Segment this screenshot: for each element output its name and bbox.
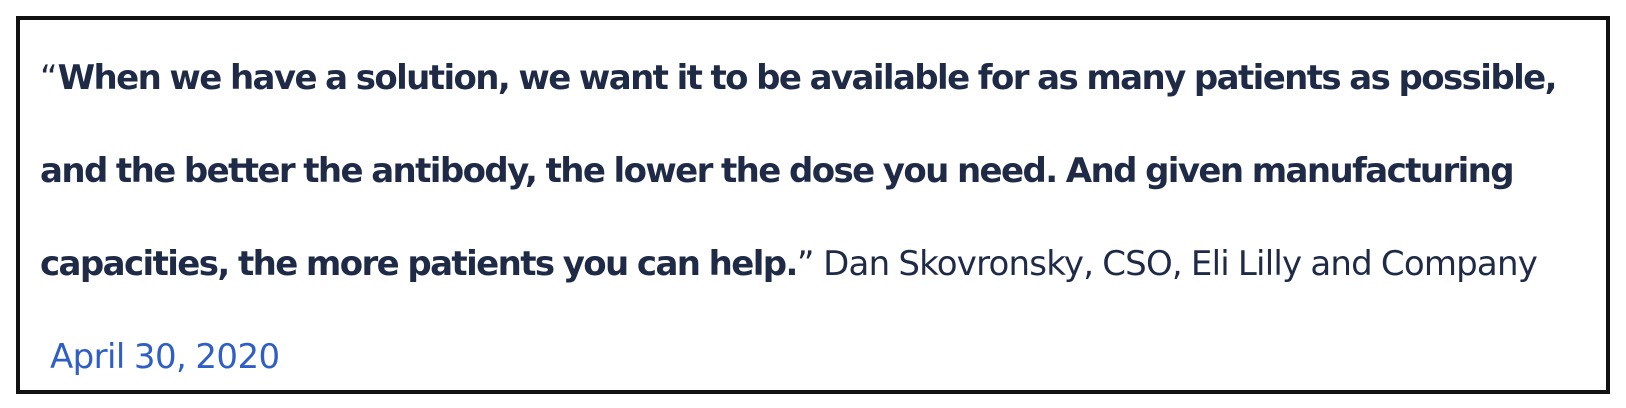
quote-paragraph: “When we have a solution, we want it to … [40,32,1586,404]
quote-text: When we have a solution, we want it to b… [40,58,1558,284]
quote-box: “When we have a solution, we want it to … [16,16,1610,394]
close-quote-mark: ” [796,244,815,284]
quote-date-link[interactable]: April 30, 2020 [50,337,280,377]
quote-attribution: Dan Skovronsky, CSO, Eli Lilly and Compa… [823,244,1538,284]
open-quote-mark: “ [40,58,58,98]
